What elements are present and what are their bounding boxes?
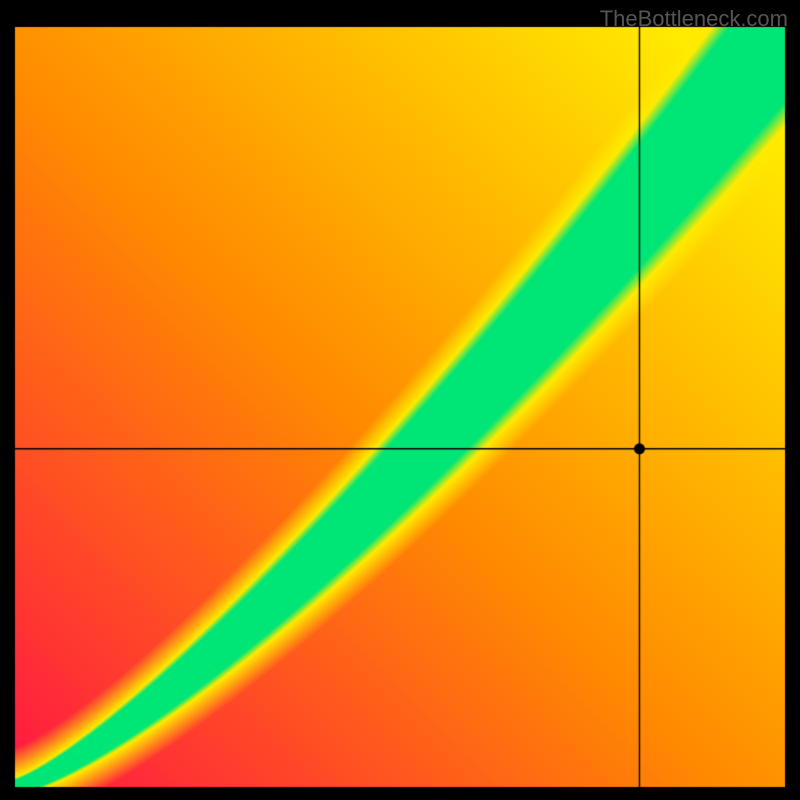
bottleneck-heatmap-canvas [0, 0, 800, 800]
chart-container: TheBottleneck.com [0, 0, 800, 800]
watermark-text: TheBottleneck.com [600, 6, 788, 32]
